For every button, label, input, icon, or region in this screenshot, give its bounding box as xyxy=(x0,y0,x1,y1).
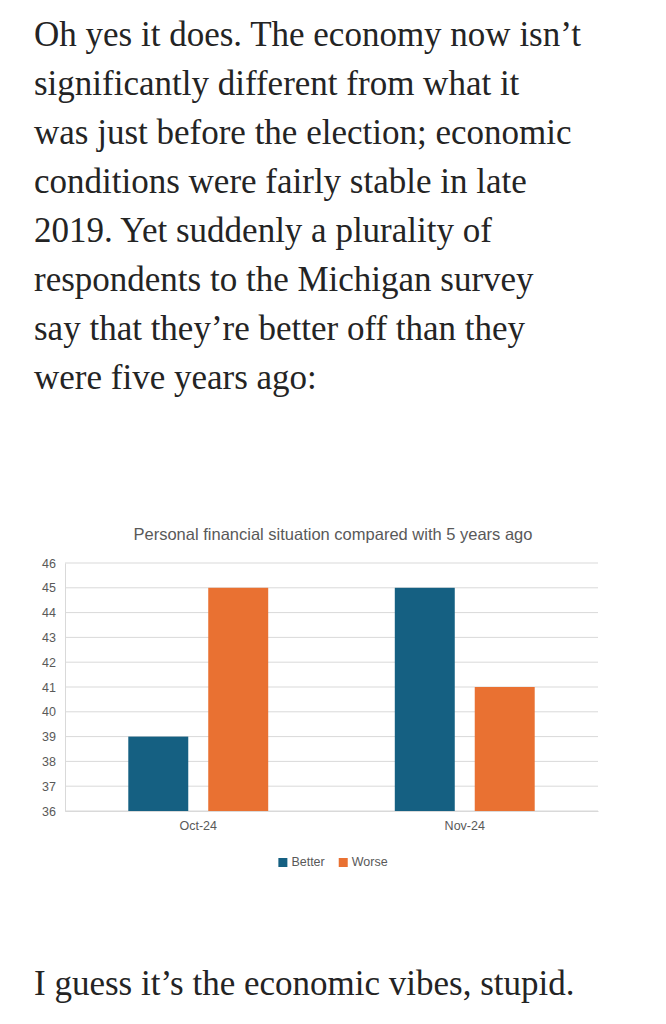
y-tick: 44 xyxy=(42,606,65,620)
y-tick: 37 xyxy=(42,780,65,794)
y-tick-label: 38 xyxy=(42,755,56,769)
paragraph-line: I guess it’s the economic vibes, stupid. xyxy=(34,964,574,1003)
y-tick: 36 xyxy=(42,805,65,819)
legend-label: Better xyxy=(291,855,324,869)
y-axis-line xyxy=(65,564,66,812)
y-tick: 45 xyxy=(42,581,65,595)
paragraph-line: Oh yes it does. The economy now isn’t xyxy=(34,15,581,54)
y-tick: 38 xyxy=(42,755,65,769)
legend-swatch xyxy=(339,858,348,867)
paragraph-line: 2019. Yet suddenly a plurality of xyxy=(34,211,492,250)
legend-item: Worse xyxy=(339,855,388,869)
legend: Better Worse xyxy=(278,855,387,869)
y-tick-label: 46 xyxy=(42,557,56,571)
x-tick-label: Nov-24 xyxy=(445,819,485,833)
legend-label: Worse xyxy=(352,855,388,869)
y-tick: 46 xyxy=(42,557,65,571)
bars xyxy=(128,588,534,811)
legend-swatch xyxy=(278,858,287,867)
chart: Personal financial situation compared wi… xyxy=(42,525,598,869)
bar xyxy=(395,588,455,811)
paragraph-line: respondents to the Michigan survey xyxy=(34,260,534,299)
x-tick: Nov-24 xyxy=(445,811,485,833)
grid-line xyxy=(65,662,598,663)
y-tick-label: 36 xyxy=(42,805,56,819)
y-tick: 39 xyxy=(42,730,65,744)
y-tick: 41 xyxy=(42,681,65,695)
y-tick-label: 42 xyxy=(42,656,56,670)
legend-item: Better xyxy=(278,855,324,869)
bar xyxy=(128,737,188,811)
y-tick: 40 xyxy=(42,705,65,719)
grid-line xyxy=(65,563,598,564)
paragraph-line: say that they’re better off than they xyxy=(34,309,526,348)
grid-line xyxy=(65,587,598,588)
y-tick-label: 40 xyxy=(42,705,56,719)
paragraph-line: was just before the election; economic xyxy=(34,113,571,152)
bar xyxy=(475,687,535,811)
x-tick-label: Oct-24 xyxy=(179,819,217,833)
chart-title: Personal financial situation compared wi… xyxy=(134,525,533,543)
paragraph-line: significantly different from what it xyxy=(34,64,520,103)
grid-line xyxy=(65,612,598,613)
bar xyxy=(208,588,268,811)
y-tick-label: 41 xyxy=(42,681,56,695)
y-tick: 42 xyxy=(42,656,65,670)
x-tick: Oct-24 xyxy=(179,811,217,833)
y-tick: 43 xyxy=(42,631,65,645)
grid xyxy=(65,563,598,811)
x-axis-line xyxy=(66,811,599,812)
y-axis: 36 37 38 39 40 41 42 43 44 45 46 xyxy=(42,557,65,819)
page: Oh yes it does. The economy now isn’t sig… xyxy=(0,0,666,1024)
paragraph-line: conditions were fairly stable in late xyxy=(34,162,527,201)
x-axis: Oct-24 Nov-24 xyxy=(66,811,599,833)
y-tick-label: 39 xyxy=(42,730,56,744)
y-tick-label: 45 xyxy=(42,581,56,595)
grid-line xyxy=(65,637,598,638)
y-tick-label: 37 xyxy=(42,780,56,794)
paragraph-line: were five years ago: xyxy=(34,358,317,397)
y-tick-label: 44 xyxy=(42,606,56,620)
y-tick-label: 43 xyxy=(42,631,56,645)
